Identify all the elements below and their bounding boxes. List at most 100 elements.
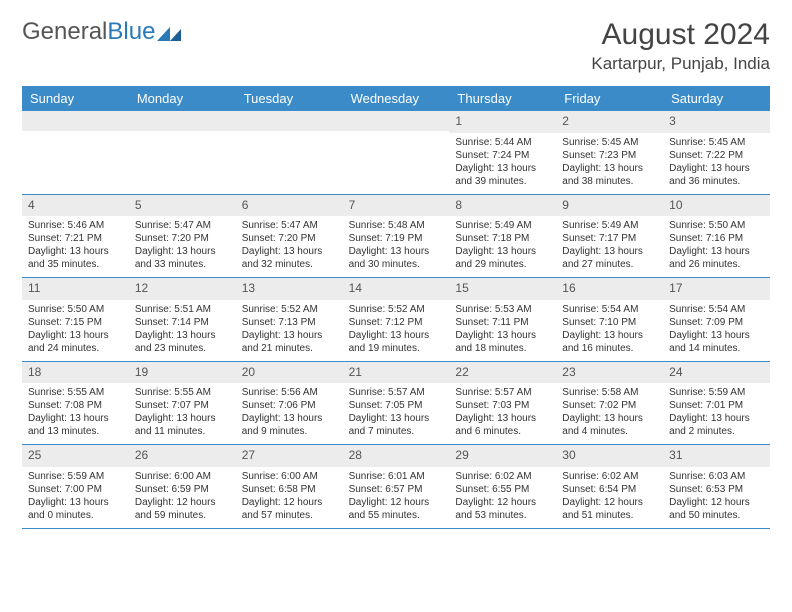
title-block: August 2024 Kartarpur, Punjab, India [591, 18, 770, 74]
day-number: 29 [449, 445, 556, 467]
daylight-text: Daylight: 13 hours and 11 minutes. [135, 412, 230, 438]
sunrise-text: Sunrise: 5:47 AM [242, 219, 337, 232]
daylight-text: Daylight: 13 hours and 36 minutes. [669, 162, 764, 188]
calendar-cell: 12Sunrise: 5:51 AMSunset: 7:14 PMDayligh… [129, 278, 236, 361]
day-number: 31 [663, 445, 770, 467]
cell-body: Sunrise: 5:44 AMSunset: 7:24 PMDaylight:… [449, 133, 556, 194]
daylight-text: Daylight: 13 hours and 33 minutes. [135, 245, 230, 271]
day-number: 4 [22, 195, 129, 217]
daylight-text: Daylight: 12 hours and 50 minutes. [669, 496, 764, 522]
cell-body: Sunrise: 6:01 AMSunset: 6:57 PMDaylight:… [343, 467, 450, 528]
sunrise-text: Sunrise: 6:01 AM [349, 470, 444, 483]
calendar-cell: 16Sunrise: 5:54 AMSunset: 7:10 PMDayligh… [556, 278, 663, 361]
sunset-text: Sunset: 7:24 PM [455, 149, 550, 162]
cell-body: Sunrise: 5:47 AMSunset: 7:20 PMDaylight:… [129, 216, 236, 277]
cell-body: Sunrise: 5:50 AMSunset: 7:15 PMDaylight:… [22, 300, 129, 361]
daylight-text: Daylight: 13 hours and 26 minutes. [669, 245, 764, 271]
week-row: 25Sunrise: 5:59 AMSunset: 7:00 PMDayligh… [22, 445, 770, 529]
sunset-text: Sunset: 7:15 PM [28, 316, 123, 329]
sunset-text: Sunset: 6:58 PM [242, 483, 337, 496]
calendar-cell: 8Sunrise: 5:49 AMSunset: 7:18 PMDaylight… [449, 195, 556, 278]
cell-body: Sunrise: 6:03 AMSunset: 6:53 PMDaylight:… [663, 467, 770, 528]
sunset-text: Sunset: 6:54 PM [562, 483, 657, 496]
calendar-cell: 22Sunrise: 5:57 AMSunset: 7:03 PMDayligh… [449, 362, 556, 445]
day-number: 27 [236, 445, 343, 467]
cell-body: Sunrise: 5:53 AMSunset: 7:11 PMDaylight:… [449, 300, 556, 361]
day-number: 26 [129, 445, 236, 467]
calendar-cell: 5Sunrise: 5:47 AMSunset: 7:20 PMDaylight… [129, 195, 236, 278]
sunset-text: Sunset: 6:53 PM [669, 483, 764, 496]
day-number: 13 [236, 278, 343, 300]
calendar-cell: 15Sunrise: 5:53 AMSunset: 7:11 PMDayligh… [449, 278, 556, 361]
day-number: 14 [343, 278, 450, 300]
day-number: 10 [663, 195, 770, 217]
calendar-cell: 29Sunrise: 6:02 AMSunset: 6:55 PMDayligh… [449, 445, 556, 528]
sunrise-text: Sunrise: 5:59 AM [28, 470, 123, 483]
calendar-cell: 11Sunrise: 5:50 AMSunset: 7:15 PMDayligh… [22, 278, 129, 361]
sunset-text: Sunset: 7:16 PM [669, 232, 764, 245]
day-number: 20 [236, 362, 343, 384]
sunrise-text: Sunrise: 5:48 AM [349, 219, 444, 232]
calendar-cell: 17Sunrise: 5:54 AMSunset: 7:09 PMDayligh… [663, 278, 770, 361]
location: Kartarpur, Punjab, India [591, 54, 770, 74]
daylight-text: Daylight: 13 hours and 24 minutes. [28, 329, 123, 355]
day-number: 28 [343, 445, 450, 467]
week-row: 18Sunrise: 5:55 AMSunset: 7:08 PMDayligh… [22, 362, 770, 446]
day-number: 16 [556, 278, 663, 300]
cell-body: Sunrise: 5:57 AMSunset: 7:03 PMDaylight:… [449, 383, 556, 444]
cell-body: Sunrise: 5:55 AMSunset: 7:08 PMDaylight:… [22, 383, 129, 444]
daylight-text: Daylight: 13 hours and 18 minutes. [455, 329, 550, 355]
sunrise-text: Sunrise: 6:00 AM [242, 470, 337, 483]
sunrise-text: Sunrise: 5:57 AM [349, 386, 444, 399]
sunset-text: Sunset: 7:11 PM [455, 316, 550, 329]
cell-body: Sunrise: 5:54 AMSunset: 7:10 PMDaylight:… [556, 300, 663, 361]
sunset-text: Sunset: 7:22 PM [669, 149, 764, 162]
month-title: August 2024 [591, 18, 770, 52]
day-number: 15 [449, 278, 556, 300]
daylight-text: Daylight: 13 hours and 23 minutes. [135, 329, 230, 355]
cell-body: Sunrise: 5:52 AMSunset: 7:12 PMDaylight:… [343, 300, 450, 361]
sunrise-text: Sunrise: 6:02 AM [455, 470, 550, 483]
calendar-cell: 19Sunrise: 5:55 AMSunset: 7:07 PMDayligh… [129, 362, 236, 445]
week-row: 1Sunrise: 5:44 AMSunset: 7:24 PMDaylight… [22, 111, 770, 195]
daylight-text: Daylight: 13 hours and 29 minutes. [455, 245, 550, 271]
daylight-text: Daylight: 13 hours and 9 minutes. [242, 412, 337, 438]
sunset-text: Sunset: 7:01 PM [669, 399, 764, 412]
header: GeneralBlue August 2024 Kartarpur, Punja… [22, 18, 770, 74]
day-number: 5 [129, 195, 236, 217]
sunset-text: Sunset: 7:05 PM [349, 399, 444, 412]
cell-body: Sunrise: 6:02 AMSunset: 6:54 PMDaylight:… [556, 467, 663, 528]
calendar-cell: 7Sunrise: 5:48 AMSunset: 7:19 PMDaylight… [343, 195, 450, 278]
sunset-text: Sunset: 7:21 PM [28, 232, 123, 245]
day-number: 6 [236, 195, 343, 217]
sunset-text: Sunset: 7:07 PM [135, 399, 230, 412]
sunrise-text: Sunrise: 5:49 AM [562, 219, 657, 232]
calendar-cell: 27Sunrise: 6:00 AMSunset: 6:58 PMDayligh… [236, 445, 343, 528]
daylight-text: Daylight: 13 hours and 13 minutes. [28, 412, 123, 438]
day-header: Thursday [449, 86, 556, 111]
day-number: 9 [556, 195, 663, 217]
cell-body: Sunrise: 5:59 AMSunset: 7:00 PMDaylight:… [22, 467, 129, 528]
daylight-text: Daylight: 13 hours and 2 minutes. [669, 412, 764, 438]
day-number: 18 [22, 362, 129, 384]
cell-body: Sunrise: 5:59 AMSunset: 7:01 PMDaylight:… [663, 383, 770, 444]
calendar-cell: 24Sunrise: 5:59 AMSunset: 7:01 PMDayligh… [663, 362, 770, 445]
day-header: Tuesday [236, 86, 343, 111]
daylight-text: Daylight: 12 hours and 55 minutes. [349, 496, 444, 522]
day-number [343, 111, 450, 131]
sunset-text: Sunset: 7:10 PM [562, 316, 657, 329]
cell-body: Sunrise: 5:45 AMSunset: 7:22 PMDaylight:… [663, 133, 770, 194]
daylight-text: Daylight: 12 hours and 51 minutes. [562, 496, 657, 522]
day-number [22, 111, 129, 131]
week-row: 11Sunrise: 5:50 AMSunset: 7:15 PMDayligh… [22, 278, 770, 362]
daylight-text: Daylight: 13 hours and 14 minutes. [669, 329, 764, 355]
cell-body: Sunrise: 5:57 AMSunset: 7:05 PMDaylight:… [343, 383, 450, 444]
logo-text-1: General [22, 18, 107, 46]
cell-body: Sunrise: 5:49 AMSunset: 7:17 PMDaylight:… [556, 216, 663, 277]
calendar-cell: 10Sunrise: 5:50 AMSunset: 7:16 PMDayligh… [663, 195, 770, 278]
daylight-text: Daylight: 13 hours and 0 minutes. [28, 496, 123, 522]
daylight-text: Daylight: 13 hours and 35 minutes. [28, 245, 123, 271]
calendar-cell [129, 111, 236, 194]
sunrise-text: Sunrise: 5:56 AM [242, 386, 337, 399]
sunrise-text: Sunrise: 5:46 AM [28, 219, 123, 232]
